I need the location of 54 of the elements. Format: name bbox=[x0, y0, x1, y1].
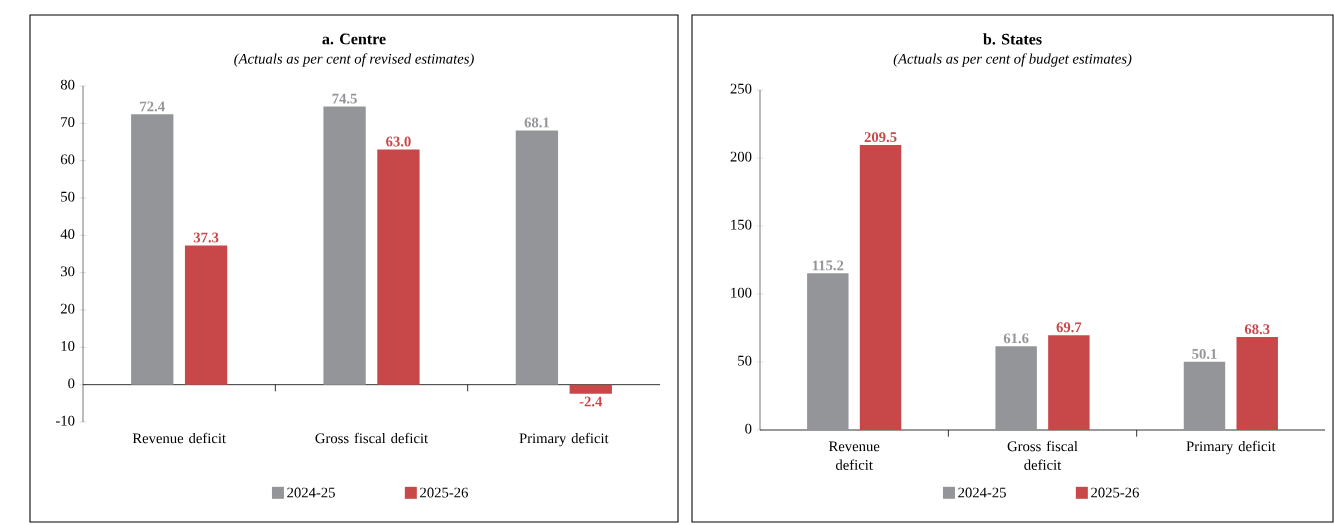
y-tick-label: 40 bbox=[60, 229, 75, 239]
data-label: 37.3 bbox=[193, 232, 219, 243]
data-label: -2.4 bbox=[579, 396, 603, 407]
y-tick-label: 50 bbox=[61, 191, 75, 202]
y-tick-label: 80 bbox=[60, 79, 75, 90]
legend-label: 2025-26 bbox=[1091, 487, 1139, 498]
chart-title: a. Centre bbox=[322, 33, 386, 45]
bar bbox=[1236, 337, 1278, 430]
y-tick-label: 200 bbox=[730, 151, 752, 162]
data-label: 68.3 bbox=[1244, 324, 1270, 335]
x-tick-label: Gross fiscal deficit bbox=[315, 432, 429, 444]
y-tick-label: 250 bbox=[730, 83, 752, 94]
bar bbox=[859, 145, 902, 430]
x-tick-label: Gross fiscal deficit bbox=[1007, 440, 1078, 470]
y-tick-label: 100 bbox=[731, 287, 752, 298]
data-label: 50.1 bbox=[1192, 348, 1217, 359]
y-tick-label: 50 bbox=[738, 355, 752, 366]
chart-subtitle: (Actuals as per cent of budget estimates) bbox=[893, 53, 1132, 67]
y-tick-label: 10 bbox=[61, 341, 75, 351]
bar bbox=[807, 273, 849, 430]
data-label: 68.1 bbox=[524, 117, 549, 128]
x-tick-label: Primary deficit bbox=[1186, 440, 1276, 455]
bar bbox=[1048, 335, 1090, 430]
bar bbox=[377, 149, 420, 385]
bar bbox=[1183, 361, 1226, 430]
y-tick-label: 60 bbox=[60, 154, 75, 165]
x-tick-label: Revenue deficit bbox=[828, 441, 880, 470]
x-tick-label: Primary deficit bbox=[519, 432, 609, 447]
y-tick-label: 30 bbox=[61, 266, 75, 277]
bar bbox=[569, 384, 612, 394]
y-tick-label: -10 bbox=[55, 415, 75, 426]
bar bbox=[184, 245, 228, 385]
x-tick-label: Revenue deficit bbox=[132, 432, 226, 444]
data-label: 63.0 bbox=[386, 136, 411, 147]
y-tick-label: 0 bbox=[68, 378, 75, 389]
bar bbox=[515, 130, 559, 385]
data-label: 72.4 bbox=[140, 101, 165, 112]
legend-label: 2024-25 bbox=[287, 487, 335, 498]
data-label: 74.5 bbox=[332, 93, 357, 104]
data-label: 69.7 bbox=[1056, 322, 1082, 333]
legend-label: 2024-25 bbox=[958, 487, 1006, 498]
y-tick-label: 20 bbox=[60, 303, 75, 314]
y-tick-label: 150 bbox=[731, 219, 752, 230]
bar bbox=[995, 346, 1037, 430]
bar bbox=[131, 114, 174, 385]
legend-label: 2025-26 bbox=[420, 487, 468, 498]
chart-subtitle: (Actuals as per cent of revised estimates) bbox=[234, 53, 474, 67]
data-label: 209.5 bbox=[864, 132, 897, 143]
data-label: 115.2 bbox=[812, 260, 844, 271]
chart-title: b. States bbox=[983, 33, 1042, 45]
data-label: 61.6 bbox=[1003, 333, 1029, 344]
y-tick-label: 70 bbox=[61, 117, 75, 127]
bar bbox=[323, 106, 366, 385]
y-tick-label: 0 bbox=[745, 423, 752, 434]
